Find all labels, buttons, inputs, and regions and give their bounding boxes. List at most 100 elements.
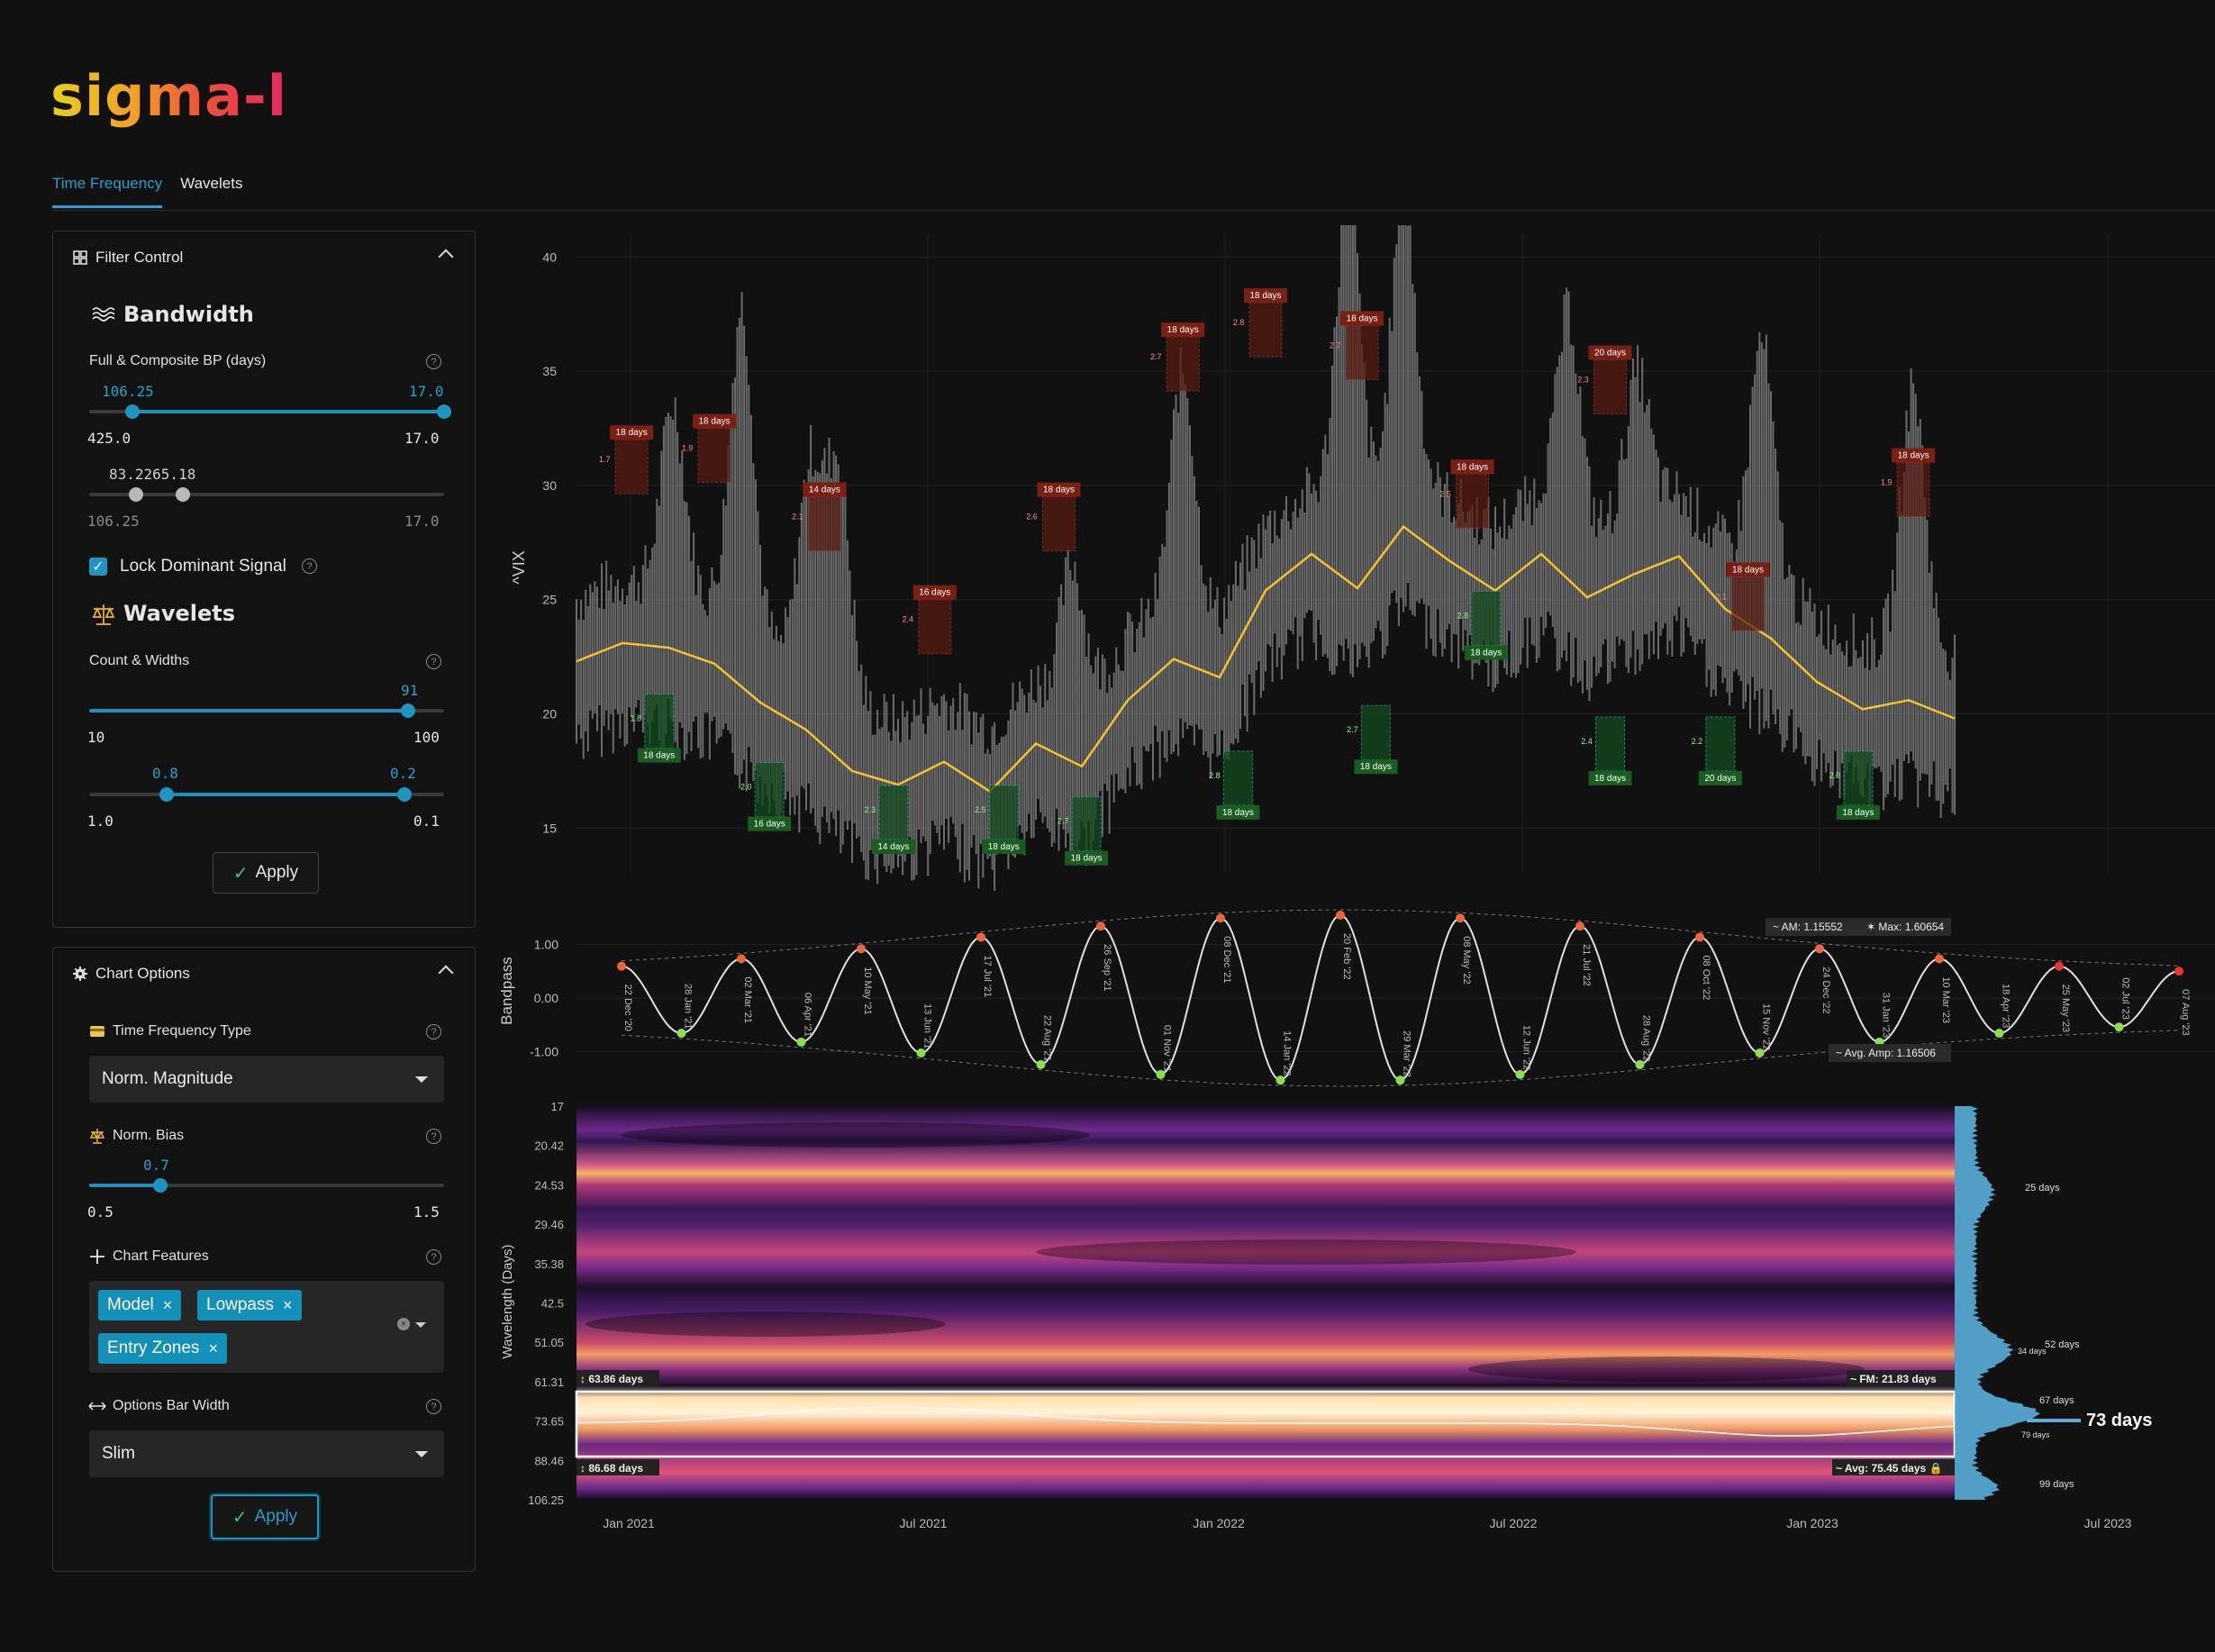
- annotation-box: [1829, 1044, 1951, 1062]
- waves-icon: [92, 307, 115, 322]
- entry-zone-tag: 2.3: [865, 805, 876, 814]
- entry-zone-low: [1222, 750, 1253, 806]
- extremum-date-label: 31 Jan '23: [1881, 993, 1892, 1038]
- entry-zone-tag: 2.7: [1150, 352, 1162, 361]
- extremum-marker: [676, 1029, 686, 1039]
- bar-width-select[interactable]: Slim: [89, 1430, 444, 1477]
- extremum-date-label: 25 May '23: [2060, 985, 2071, 1032]
- entry-zone-label: 18 days: [1071, 854, 1103, 864]
- help-icon[interactable]: ?: [302, 558, 317, 574]
- widths-slider-fill: [167, 793, 404, 796]
- help-icon[interactable]: ?: [426, 654, 441, 669]
- y-tick-label: 15: [542, 821, 557, 835]
- entry-zone-label-bg: [871, 839, 915, 854]
- bandpass-chart[interactable]: 1.00 0.00 -1.00 Bandpass 22 Dec '20 28 Jan '2…: [495, 892, 2215, 1099]
- lock-checkbox[interactable]: ✓: [89, 558, 107, 576]
- y-tick-label: 20: [542, 707, 557, 722]
- close-icon[interactable]: ×: [208, 1339, 218, 1357]
- widths-low-handle[interactable]: [159, 787, 174, 802]
- apply-label: Apply: [255, 863, 299, 882]
- scales-icon: [92, 604, 115, 625]
- app-logo: sigma-l: [50, 63, 287, 129]
- scales-icon: [89, 1129, 105, 1144]
- feature-chip[interactable]: Lowpass ×: [197, 1290, 302, 1321]
- extremum-date-label: 28 Aug '22: [1641, 1015, 1652, 1062]
- close-icon[interactable]: ×: [162, 1295, 173, 1314]
- widths-max-label: 0.1: [413, 812, 440, 830]
- widths-high-handle[interactable]: [397, 787, 412, 802]
- feature-chip[interactable]: Entry Zones ×: [98, 1333, 227, 1364]
- help-icon[interactable]: ?: [426, 354, 441, 369]
- entry-zone-label-bg: [1464, 645, 1508, 660]
- bias-value: 0.7: [143, 1157, 169, 1174]
- wavelength-heatmap[interactable]: 17 20.42 24.53 29.46 35.38 42.5 51.05 61.31 73.6…: [495, 1099, 2215, 1540]
- entry-zone-low: [878, 785, 909, 840]
- y-tick-label: 25: [542, 593, 557, 607]
- clear-all-icon[interactable]: ×: [397, 1318, 410, 1330]
- entry-zone-label-bg: [982, 839, 1026, 854]
- y-tick-label: 1.00: [534, 938, 558, 952]
- entry-zone-tag: 2.5: [1439, 489, 1451, 498]
- entry-zone-low: [1360, 704, 1391, 760]
- composite-low-handle[interactable]: [129, 487, 143, 502]
- bias-handle[interactable]: [153, 1178, 168, 1193]
- chevron-up-icon[interactable]: [438, 965, 454, 981]
- filter-control-header[interactable]: Filter Control: [53, 231, 475, 284]
- band-label-top-left: ↕ 63.86 days: [580, 1373, 643, 1385]
- entry-zone-label-bg: [1340, 311, 1384, 326]
- help-icon[interactable]: ?: [426, 1249, 441, 1265]
- grid-icon: [73, 250, 87, 265]
- extremum-date-label: 24 Dec '22: [1820, 967, 1831, 1013]
- y-tick-label: 40: [542, 250, 557, 264]
- bias-slider-track[interactable]: [89, 1184, 444, 1187]
- help-icon[interactable]: ?: [426, 1399, 441, 1414]
- entry-zone-label-bg: [1354, 759, 1398, 775]
- y-axis-label: Wavelength (Days): [500, 1245, 515, 1359]
- composite-slider-track[interactable]: [89, 493, 444, 496]
- heat-shade: [1468, 1357, 1865, 1382]
- lock-label: Lock Dominant Signal: [120, 557, 286, 576]
- y-tick-label: 29.46: [534, 1218, 564, 1231]
- caret-down-icon: [415, 1451, 428, 1457]
- chart-options-apply-button[interactable]: ✓ Apply: [211, 1494, 319, 1539]
- chevron-up-icon[interactable]: [438, 249, 454, 265]
- chart-options-header[interactable]: Chart Options: [53, 948, 475, 1000]
- extremum-marker: [1695, 932, 1704, 942]
- card-icon: [90, 1026, 104, 1037]
- tab-time-frequency[interactable]: Time Frequency: [52, 171, 163, 208]
- x-tick-label: Jul 2021: [900, 1516, 948, 1530]
- y-tick-label: 24.53: [534, 1178, 564, 1192]
- bp-low-handle[interactable]: [125, 404, 140, 419]
- composite-high-handle[interactable]: [176, 487, 190, 502]
- band-label-bg: [1847, 1370, 1955, 1386]
- entry-zone-label-bg: [610, 425, 654, 440]
- entry-zone-label: 18 days: [1842, 808, 1874, 818]
- y-tick-label: 42.5: [541, 1297, 564, 1311]
- histogram-label: 67 days: [2039, 1395, 2074, 1406]
- price-chart[interactable]: 15 20 25 30 35 40 ^VIX 18 days 1.7 18 days 1.9 14 d…: [504, 225, 2215, 892]
- entry-zone-tag: 2.7: [1347, 725, 1358, 734]
- y-tick-label: 61.31: [534, 1375, 564, 1389]
- extremum-marker: [1755, 1048, 1765, 1058]
- extremum-date-label: 02 Mar '21: [742, 976, 753, 1023]
- tab-wavelets[interactable]: Wavelets: [180, 175, 243, 192]
- bp-high-handle[interactable]: [437, 404, 451, 419]
- features-multiselect[interactable]: Model × Lowpass × Entry Zones × ×: [89, 1281, 444, 1373]
- feature-chip[interactable]: Model ×: [98, 1290, 182, 1321]
- help-icon[interactable]: ?: [426, 1129, 441, 1144]
- band-label-bg: [1832, 1459, 1955, 1475]
- filter-apply-button[interactable]: ✓ Apply: [213, 852, 319, 894]
- entry-zone-high: [1248, 302, 1283, 358]
- entry-zone-label-bg: [1450, 459, 1494, 475]
- extremum-date-label: 28 Jan '21: [683, 984, 694, 1029]
- extremum-date-label: 06 Apr '21: [803, 993, 813, 1037]
- bp-slider-fill: [132, 410, 444, 413]
- check-icon: ✓: [231, 1507, 248, 1528]
- tf-type-select[interactable]: Norm. Magnitude: [89, 1056, 444, 1103]
- caret-down-icon[interactable]: [415, 1322, 426, 1328]
- entry-zone-label-bg: [1244, 288, 1287, 304]
- y-tick-label: 106.25: [528, 1493, 564, 1507]
- help-icon[interactable]: ?: [426, 1024, 441, 1039]
- close-icon[interactable]: ×: [283, 1295, 293, 1314]
- count-handle[interactable]: [401, 703, 415, 718]
